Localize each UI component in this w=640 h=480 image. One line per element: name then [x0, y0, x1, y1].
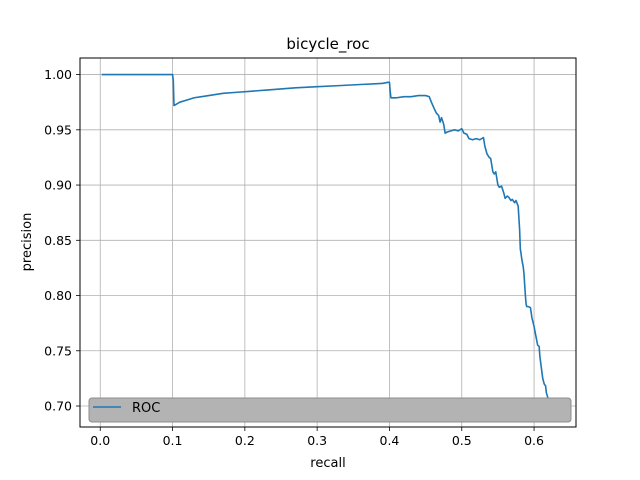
- y-tick-label: 0.85: [44, 233, 72, 248]
- y-axis-label: precision: [20, 213, 35, 272]
- legend: ROC: [88, 397, 572, 423]
- chart-title: bicycle_roc: [286, 35, 369, 54]
- x-tick-label: 0.3: [307, 433, 327, 448]
- x-axis: 0.0 0.1 0.2 0.3 0.4 0.5 0.6: [90, 427, 544, 448]
- legend-label: ROC: [132, 401, 160, 416]
- series-line-roc: [101, 73, 553, 413]
- x-tick-label: 0.4: [380, 433, 400, 448]
- y-tick-label: 0.95: [44, 122, 72, 137]
- y-tick-label: 1.00: [44, 67, 72, 82]
- y-axis: 0.70 0.75 0.80 0.85 0.90 0.95 1.00: [44, 67, 80, 414]
- x-tick-label: 0.2: [235, 433, 255, 448]
- y-tick-label: 0.70: [44, 399, 72, 414]
- plot-frame: [79, 57, 577, 428]
- y-tick-label: 0.90: [44, 178, 72, 193]
- series-layer: [101, 73, 553, 413]
- x-tick-label: 0.0: [90, 433, 110, 448]
- x-tick-label: 0.5: [452, 433, 472, 448]
- y-tick-label: 0.75: [44, 343, 72, 358]
- x-tick-label: 0.1: [163, 433, 183, 448]
- y-tick-label: 0.80: [44, 288, 72, 303]
- x-axis-label: recall: [310, 456, 345, 471]
- legend-box: [88, 397, 572, 423]
- x-tick-label: 0.6: [524, 433, 544, 448]
